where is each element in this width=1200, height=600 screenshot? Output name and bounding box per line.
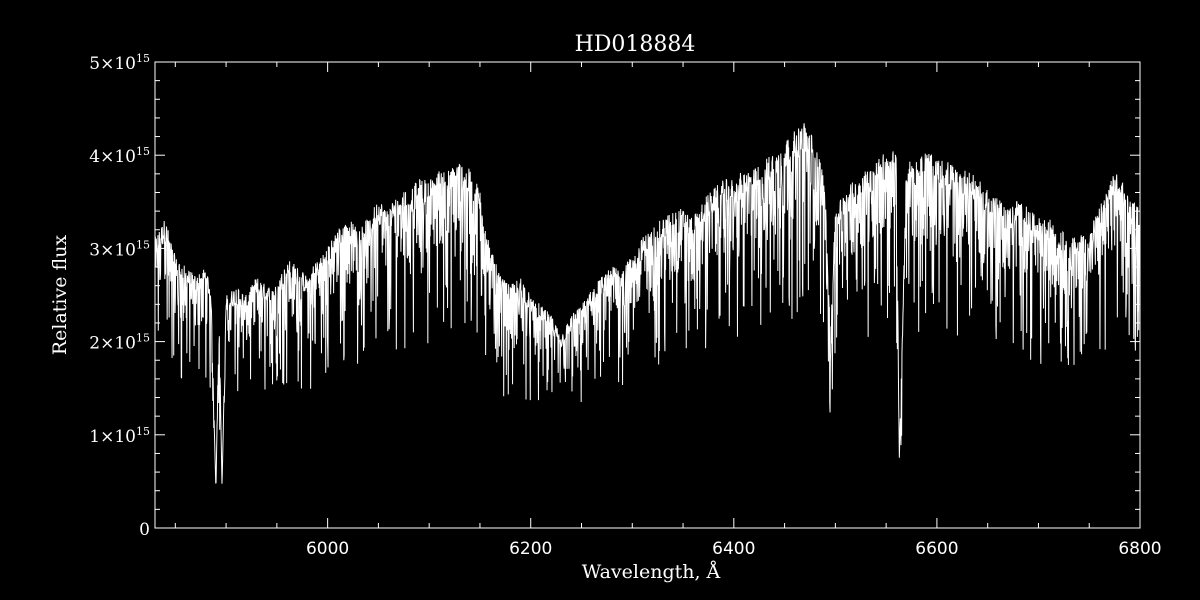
x-tick-label: 6600 xyxy=(915,539,958,559)
y-tick-label: 5×1015 xyxy=(89,52,150,74)
spectrum-line xyxy=(154,123,1141,484)
y-tick-label: 4×1015 xyxy=(89,145,150,167)
chart-title: HD018884 xyxy=(575,32,696,57)
y-tick-label: 1×1015 xyxy=(89,425,150,447)
x-tick-label: 6200 xyxy=(509,539,552,559)
y-tick-label: 2×1015 xyxy=(89,332,150,354)
y-tick-label: 0 xyxy=(139,520,150,540)
x-tick-label: 6800 xyxy=(1118,539,1161,559)
y-tick-labels: 0 1×1015 2×1015 3×1015 4×1015 5×1015 xyxy=(89,52,150,540)
x-tick-label: 6000 xyxy=(306,539,349,559)
y-axis-label: Relative flux xyxy=(49,235,71,356)
x-axis-label: Wavelength, Å xyxy=(582,561,721,583)
x-tick-labels: 6000 6200 6400 6600 6800 xyxy=(306,539,1162,559)
spectrum-series xyxy=(154,123,1141,484)
plot-frame xyxy=(154,61,1141,529)
y-tick-label: 3×1015 xyxy=(89,238,150,260)
x-tick-label: 6400 xyxy=(712,539,755,559)
